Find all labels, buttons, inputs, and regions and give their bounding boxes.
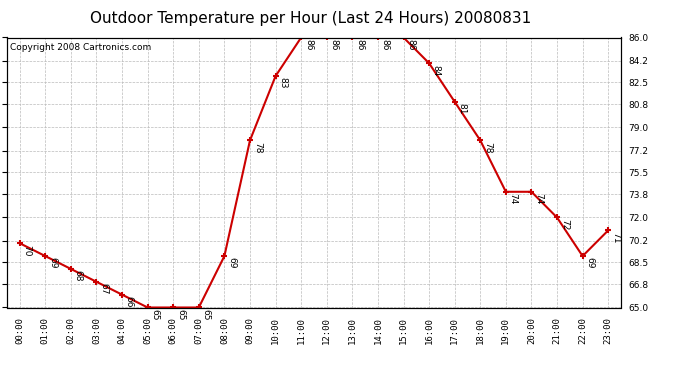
Text: 65: 65: [201, 309, 210, 320]
Text: 67: 67: [99, 283, 108, 295]
Text: 78: 78: [253, 142, 262, 153]
Text: 69: 69: [227, 258, 236, 269]
Text: Outdoor Temperature per Hour (Last 24 Hours) 20080831: Outdoor Temperature per Hour (Last 24 Ho…: [90, 11, 531, 26]
Text: 68: 68: [74, 270, 83, 282]
Text: 83: 83: [278, 78, 287, 89]
Text: 74: 74: [534, 193, 543, 204]
Text: 86: 86: [330, 39, 339, 50]
Text: 69: 69: [585, 258, 594, 269]
Text: 66: 66: [125, 296, 134, 307]
Text: 69: 69: [48, 258, 57, 269]
Text: 78: 78: [483, 142, 492, 153]
Text: 65: 65: [150, 309, 159, 320]
Text: 72: 72: [560, 219, 569, 230]
Text: Copyright 2008 Cartronics.com: Copyright 2008 Cartronics.com: [10, 43, 151, 52]
Text: 71: 71: [611, 232, 620, 243]
Text: 70: 70: [23, 244, 32, 256]
Text: 74: 74: [509, 193, 518, 204]
Text: 86: 86: [381, 39, 390, 50]
Text: 86: 86: [406, 39, 415, 50]
Text: 65: 65: [176, 309, 185, 320]
Text: 81: 81: [457, 103, 466, 115]
Text: 86: 86: [304, 39, 313, 50]
Text: 84: 84: [432, 64, 441, 76]
Text: 86: 86: [355, 39, 364, 50]
